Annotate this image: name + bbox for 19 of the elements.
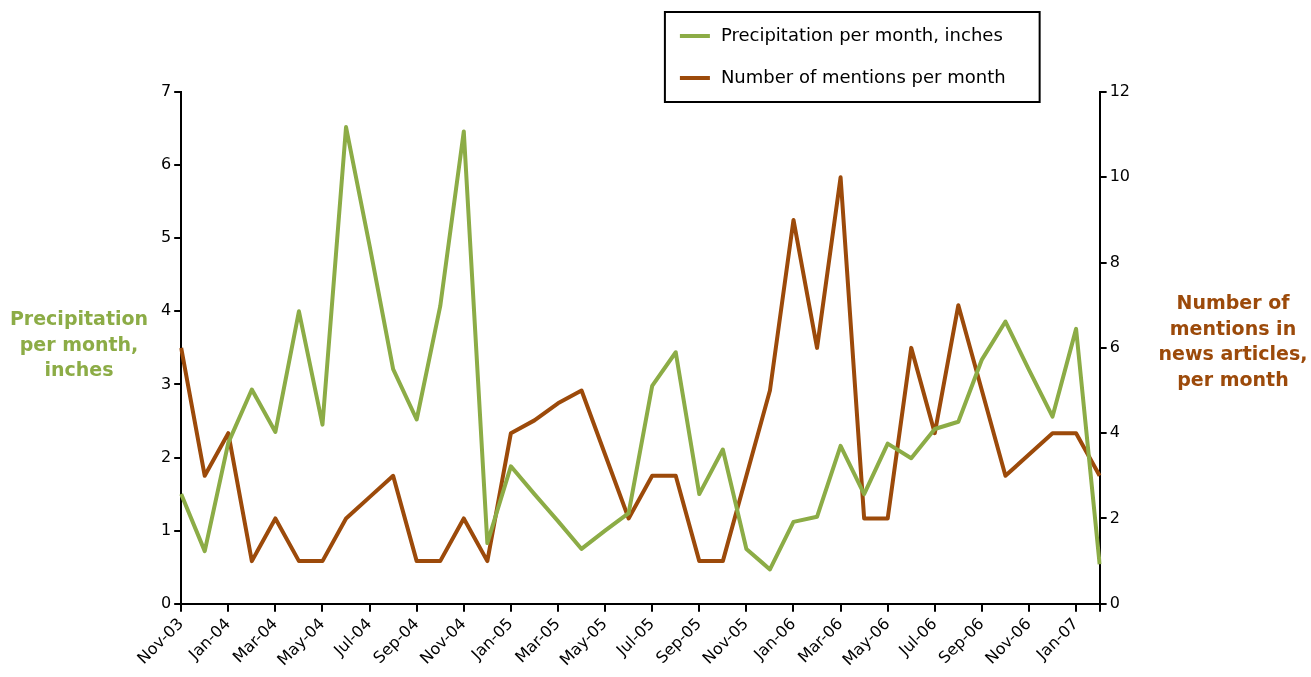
y-tick-label: 2 xyxy=(160,446,172,466)
y-tick-label: 0 xyxy=(160,592,172,612)
y-tick-label: 3 xyxy=(160,373,172,393)
y2-tick-label: 12 xyxy=(1109,81,1130,101)
y2-tick-label: 10 xyxy=(1109,166,1130,186)
y2-tick-label: 0 xyxy=(1109,592,1120,612)
y2-tick-label: 4 xyxy=(1109,422,1120,442)
legend-label: Number of mentions per month xyxy=(720,65,1006,87)
y2-axis-title: Number of mentions in news articles, per month xyxy=(1158,290,1308,392)
legend-label: Precipitation per month, inches xyxy=(720,23,1003,45)
y-tick-label: 6 xyxy=(160,154,172,174)
y-tick-label: 5 xyxy=(160,227,172,247)
y2-tick-label: 8 xyxy=(1109,251,1120,271)
y2-tick-label: 2 xyxy=(1109,507,1120,527)
y-tick-label: 7 xyxy=(160,81,172,101)
y-axis-title: Precipitation per month, inches xyxy=(8,306,150,383)
y-tick-label: 1 xyxy=(160,519,172,539)
y2-tick-label: 6 xyxy=(1109,337,1120,357)
y-tick-label: 4 xyxy=(160,300,172,320)
